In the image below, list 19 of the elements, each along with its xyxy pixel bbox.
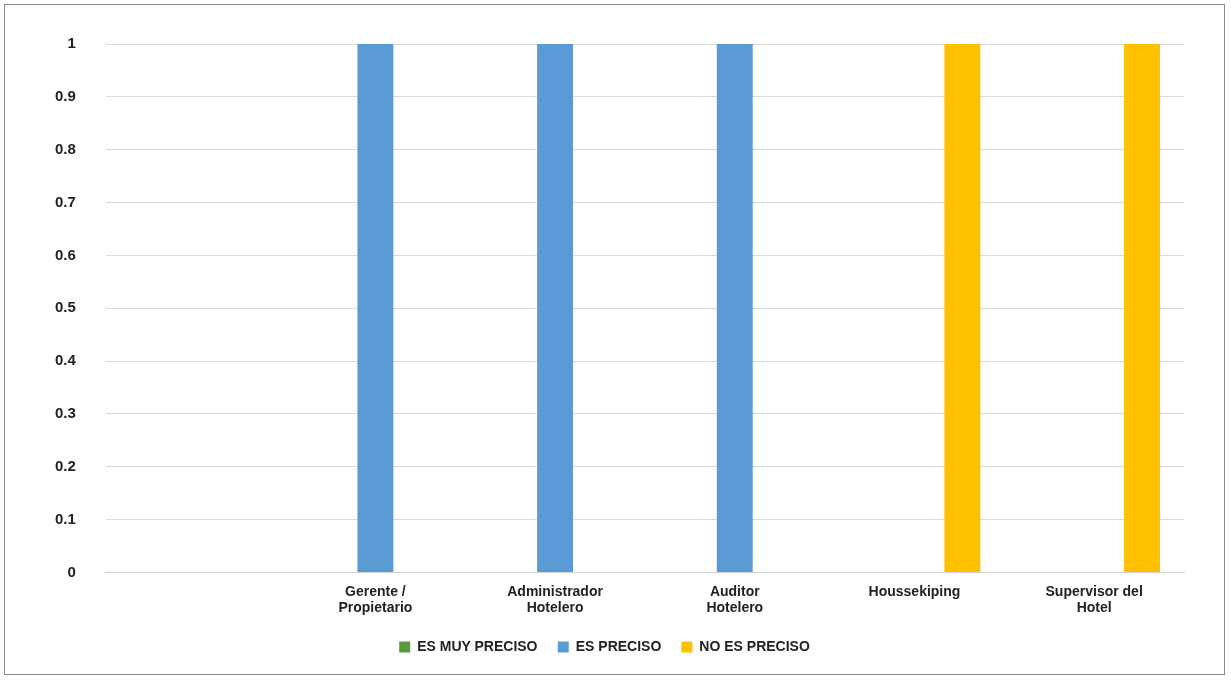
x-tick-label: Administrador Hotelero bbox=[507, 582, 604, 616]
y-tick-label: 0.7 bbox=[54, 192, 76, 210]
y-tick-label: 0.3 bbox=[54, 404, 76, 422]
y-tick-label: 0.4 bbox=[54, 351, 77, 369]
legend-label: NO ES PRECISO bbox=[699, 637, 810, 654]
y-tick-label: 0.8 bbox=[54, 139, 76, 157]
y-tick-label: 0 bbox=[67, 562, 76, 580]
legend-label: ES PRECISO bbox=[575, 637, 662, 654]
legend-label: ES MUY PRECISO bbox=[417, 637, 538, 654]
x-tick-label: Supervisor del Hotel bbox=[1045, 582, 1143, 616]
y-tick-label: 0.9 bbox=[54, 86, 76, 104]
x-tick-label: Houssekiping bbox=[868, 582, 961, 599]
x-tick-label: Auditor Hotelero bbox=[706, 582, 764, 616]
y-tick-label: 0.1 bbox=[54, 509, 76, 527]
y-tick-label: 0.5 bbox=[54, 298, 76, 316]
x-tick-label: Gerente / Propietario bbox=[338, 582, 413, 616]
y-tick-label: 0.2 bbox=[54, 456, 76, 474]
y-tick-label: 1 bbox=[67, 34, 76, 52]
y-tick-label: 0.6 bbox=[54, 245, 76, 263]
